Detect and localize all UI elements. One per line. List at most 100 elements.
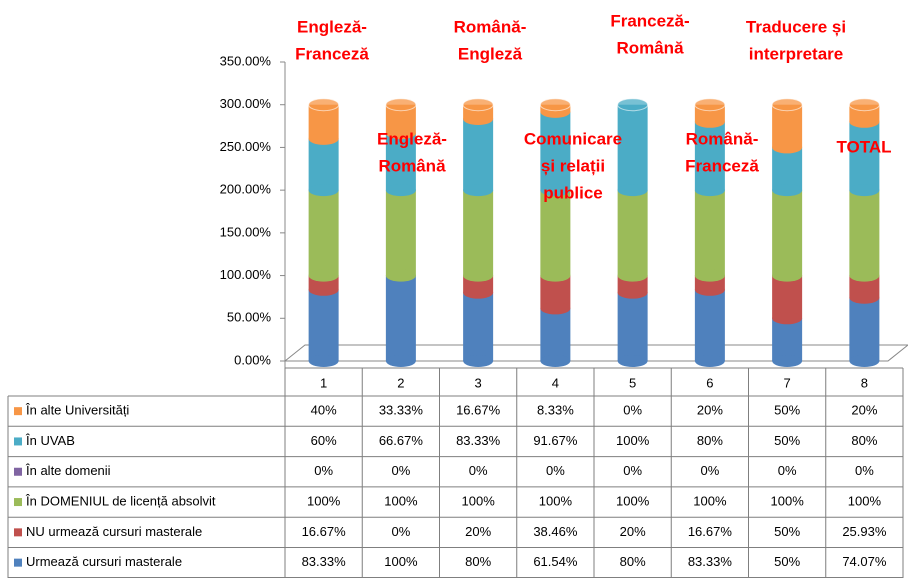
cylinder-segment-base [694,269,725,282]
table-cell: 20% [851,403,877,418]
cylinder-segment [849,297,880,361]
cylinder-segment-base [385,184,416,197]
cylinder-segment [463,118,494,191]
table-cell: 100% [693,493,727,508]
cylinder-segment-base [617,286,648,299]
cylinder-top [694,98,726,112]
cylinder-segment [308,190,339,276]
cylinder-segment-base [463,112,494,125]
cylinder-segment [617,104,648,191]
legend-swatch [14,528,22,537]
y-tick-label: 300.00% [220,96,272,111]
cylinder-segment-base [308,269,339,282]
annotation: interpretare [749,44,843,63]
cylinder-segment [849,275,880,298]
cylinder-segment [772,318,803,361]
table-cell: 61.54% [533,554,578,569]
annotation: TOTAL [836,137,891,156]
cylinder-segment-base [849,291,880,304]
annotation: Română [616,38,684,57]
table-cell: 83.33% [302,554,347,569]
cylinder-top [539,98,571,112]
table-cell: 100% [539,493,573,508]
table-cell: 50% [774,554,800,569]
table-cell: 74.07% [842,554,887,569]
cylinder-segment-base [463,286,494,299]
cylinder-segment-base [540,184,571,197]
floor [283,344,908,362]
cylinder-segment-base [540,302,571,315]
cylinder-segment-base [772,269,803,282]
table-cell: 100% [616,433,650,448]
table-cell: 8.33% [537,403,574,418]
table-cell: 100% [307,493,341,508]
annotation: Română- [686,129,759,148]
x-tick-label: 7 [784,375,791,390]
cylinder-segment-base [308,132,339,145]
cylinder-segment-base [772,184,803,197]
cylinder-segment-base [617,355,648,367]
y-tick-label: 150.00% [220,224,272,239]
table-cell: 0% [855,463,874,478]
x-tick-label: 3 [475,375,482,390]
cylinder-segment [308,138,339,191]
annotation: Engleză- [297,17,367,36]
annotation: și relații [541,156,605,175]
cylinder-segment-base [617,184,648,197]
table-cell: 0% [546,463,565,478]
y-tick-label: 100.00% [220,267,272,282]
table-cell: 100% [771,493,805,508]
cylinder-segment-base [463,184,494,197]
cylinder-segment [849,121,880,191]
table-cell: 16.67% [456,403,501,418]
cylinder-segment-base [540,355,571,367]
table-cell: 83.33% [688,554,733,569]
annotation: Franceză [685,156,759,175]
table-cell: 0% [700,463,719,478]
x-tick-label: 8 [861,375,868,390]
cylinder-segment-base [385,127,416,140]
cylinder-segment [694,190,725,276]
cylinder-segment [385,190,416,276]
x-tick-label: 1 [320,375,327,390]
x-tick-label: 5 [629,375,636,390]
legend-label: În alte domenii [25,463,111,478]
cylinder-segment-base [308,283,339,296]
table-cell: 100% [616,493,650,508]
cylinder-segment [463,190,494,276]
y-tick-label: 0.00% [234,352,271,367]
table-cell: 0% [391,524,410,539]
cylinder-segment [772,190,803,276]
table-cell: 80% [620,554,646,569]
annotation: Franceză [295,44,369,63]
legend-swatch [14,437,22,446]
table-cell: 20% [697,403,723,418]
cylinder-segment-base [540,269,571,282]
cylinder-segment [540,190,571,276]
cylinder-segment-base [849,269,880,282]
cylinder-segment [772,147,803,191]
annotation: Traducere și [746,17,846,36]
y-tick-label: 200.00% [220,182,272,197]
cylinder-segment-base [772,141,803,154]
y-tick-label: 350.00% [220,53,272,68]
cylinder-segment-base [694,283,725,296]
cylinder-segment-base [308,184,339,197]
table-cell: 80% [697,433,723,448]
table-cell: 80% [851,433,877,448]
cylinder-segment-base [694,115,725,128]
cylinder-top [771,98,803,112]
annotation: Engleză- [377,129,447,148]
cylinder-segment [617,190,648,276]
table-cell: 0% [391,463,410,478]
cylinder-segment-base [385,269,416,282]
cylinder-segment [540,111,571,191]
cylinder-segment [385,275,416,361]
cylinder-top [617,98,649,112]
cylinder-top [308,98,340,112]
x-tick-label: 4 [552,375,559,390]
cylinder-top [385,98,417,112]
table-cell: 40% [311,403,337,418]
legend-swatch [14,407,22,416]
